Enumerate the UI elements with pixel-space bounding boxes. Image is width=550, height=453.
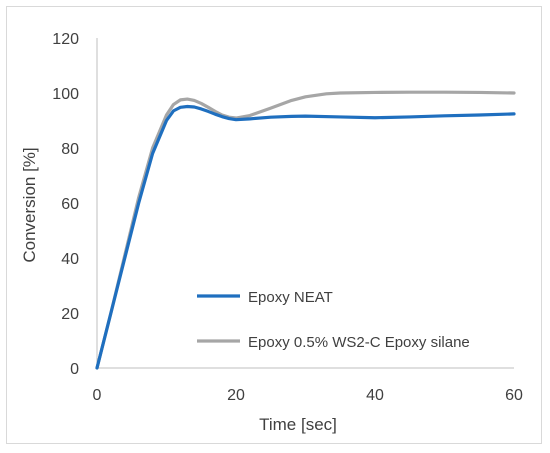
legend-label: Epoxy NEAT [248,289,333,306]
y-tick-label: 0 [70,361,79,378]
y-tick-label: 40 [61,251,79,268]
y-tick-labels: 0 20 40 60 80 100 120 [52,31,79,378]
y-axis-label: Conversion [%] [20,147,39,262]
x-tick-label: 60 [505,387,523,404]
x-tick-labels: 0 20 40 60 [93,387,523,404]
x-tick-label: 20 [227,387,245,404]
x-tick-label: 0 [93,387,102,404]
x-axis-label: Time [sec] [259,415,337,434]
chart-frame [6,6,542,444]
y-tick-label: 20 [61,306,79,323]
legend: Epoxy NEAT Epoxy 0.5% WS2-C Epoxy silane [197,289,470,351]
x-tick-label: 40 [366,387,384,404]
y-tick-label: 100 [52,86,79,103]
y-tick-label: 60 [61,196,79,213]
y-tick-label: 80 [61,141,79,158]
series-line-epoxy-neat [95,104,516,370]
series-layer [95,90,516,370]
axes [96,38,514,369]
y-tick-label: 120 [52,31,79,48]
legend-label: Epoxy 0.5% WS2-C Epoxy silane [248,334,470,351]
